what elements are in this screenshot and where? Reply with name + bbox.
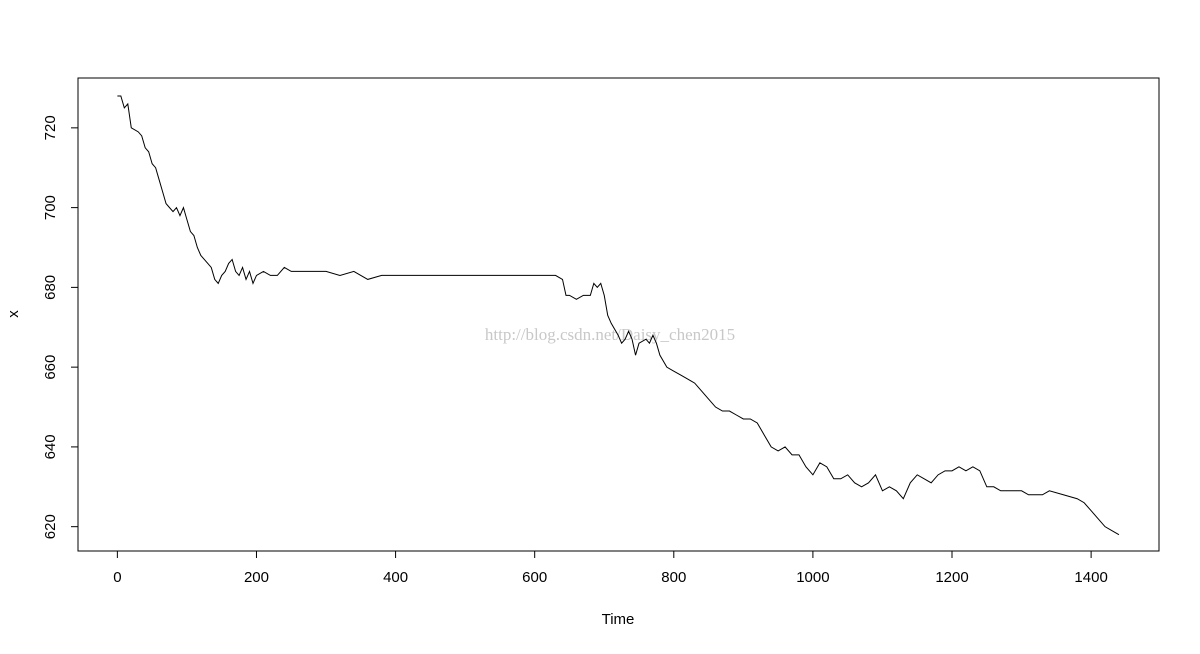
y-tick-label: 680 <box>42 275 59 300</box>
x-tick-label: 400 <box>383 569 408 586</box>
plot-frame <box>77 77 1160 552</box>
watermark: http://blog.csdn.net/Daisy_chen2015 <box>485 325 735 344</box>
y-tick-label: 660 <box>42 355 59 380</box>
x-tick-label: 1200 <box>935 569 968 586</box>
y-tick-label: 620 <box>42 514 59 539</box>
x-tick-label: 1400 <box>1074 569 1107 586</box>
x-tick-label: 0 <box>113 569 121 586</box>
y-tick-label: 640 <box>42 434 59 459</box>
x-tick-label: 1000 <box>796 569 829 586</box>
y-tick-label: 720 <box>42 115 59 140</box>
x-tick-label: 600 <box>522 569 547 586</box>
x-axis-label: Time <box>602 611 635 628</box>
y-axis-label: x <box>5 310 22 318</box>
y-tick-label: 700 <box>42 195 59 220</box>
x-tick-label: 200 <box>244 569 269 586</box>
x-tick-label: 800 <box>661 569 686 586</box>
series-line <box>117 95 1120 536</box>
